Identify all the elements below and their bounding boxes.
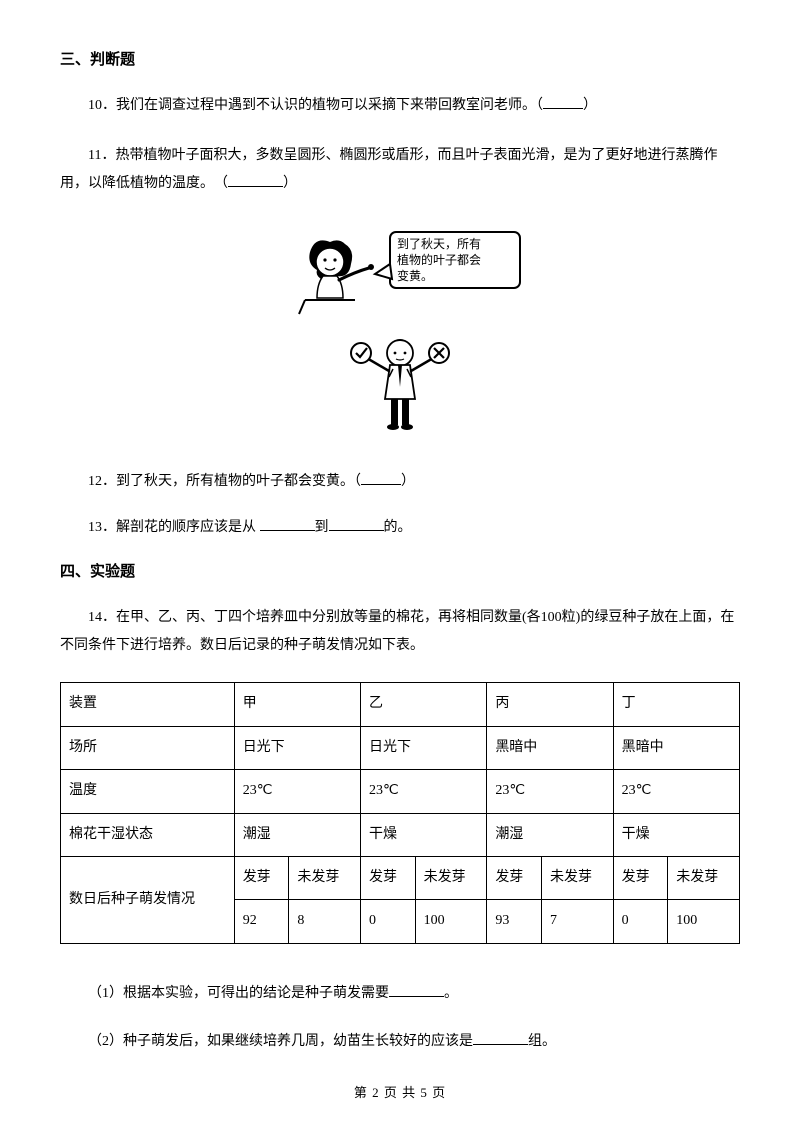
row-label-wet: 棉花干湿状态 — [61, 813, 235, 856]
sub-d2: 未发芽 — [668, 856, 740, 899]
th-b: 乙 — [361, 683, 487, 726]
page-footer: 第 2 页 共 5 页 — [0, 1083, 800, 1104]
q10-text: 10．我们在调查过程中遇到不认识的植物可以采摘下来带回教室问老师。（ — [88, 98, 543, 113]
cartoon-boy-speech-icon: 到了秋天，所有 植物的叶子都会 变黄。 — [275, 224, 525, 319]
sub-a2: 未发芽 — [289, 856, 361, 899]
th-c: 丙 — [487, 683, 613, 726]
table-row-germ-sub: 数日后种子萌发情况 发芽 未发芽 发芽 未发芽 发芽 未发芽 发芽 未发芽 — [61, 856, 740, 899]
th-a: 甲 — [234, 683, 360, 726]
row-label-germ: 数日后种子萌发情况 — [61, 856, 235, 943]
sub-b2: 未发芽 — [415, 856, 487, 899]
cell-wet-d: 干燥 — [613, 813, 739, 856]
q13-mid: 到 — [315, 520, 329, 535]
cell-temp-b: 23℃ — [361, 770, 487, 813]
table-row-wet: 棉花干湿状态 潮湿 干燥 潮湿 干燥 — [61, 813, 740, 856]
q12-suffix: ） — [401, 474, 415, 489]
th-d: 丁 — [613, 683, 739, 726]
cell-wet-c: 潮湿 — [487, 813, 613, 856]
q12-text: 12．到了秋天，所有植物的叶子都会变黄。（ — [88, 474, 361, 489]
sub-d1: 发芽 — [613, 856, 668, 899]
q14-1-suffix: 。 — [444, 986, 458, 1001]
speech-text-1: 到了秋天，所有 — [397, 237, 481, 251]
table-row-temp: 温度 23℃ 23℃ 23℃ 23℃ — [61, 770, 740, 813]
cell-place-b: 日光下 — [361, 726, 487, 769]
illustration-block: 到了秋天，所有 植物的叶子都会 变黄。 — [60, 220, 740, 454]
cell-wet-b: 干燥 — [361, 813, 487, 856]
q13-prefix: 13．解剖花的顺序应该是从 — [88, 520, 260, 535]
cell-place-d: 黑暗中 — [613, 726, 739, 769]
val-a1: 92 — [234, 900, 289, 943]
q13-blank-1[interactable] — [260, 515, 315, 531]
val-d1: 0 — [613, 900, 668, 943]
val-a2: 8 — [289, 900, 361, 943]
q11-blank[interactable] — [228, 171, 283, 187]
q11-text: 11．热带植物叶子面积大，多数呈圆形、椭圆形或盾形，而且叶子表面光滑，是为了更好… — [60, 148, 717, 191]
question-14-1: （1）根据本实验，可得出的结论是种子萌发需要 。 — [60, 980, 740, 1008]
question-11: 11．热带植物叶子面积大，多数呈圆形、椭圆形或盾形，而且叶子表面光滑，是为了更好… — [60, 142, 740, 198]
q13-suffix: 的。 — [384, 520, 412, 535]
row-label-temp: 温度 — [61, 770, 235, 813]
sub-a1: 发芽 — [234, 856, 289, 899]
table-row-header: 装置 甲 乙 丙 丁 — [61, 683, 740, 726]
question-14-intro: 14．在甲、乙、丙、丁四个培养皿中分别放等量的棉花，再将相同数量(各100粒)的… — [60, 604, 740, 660]
q14-1-blank[interactable] — [389, 981, 444, 997]
q12-blank[interactable] — [361, 469, 401, 485]
speech-text-2: 植物的叶子都会 — [397, 252, 481, 267]
val-b2: 100 — [415, 900, 487, 943]
row-label-place: 场所 — [61, 726, 235, 769]
val-c2: 7 — [541, 900, 613, 943]
cell-temp-d: 23℃ — [613, 770, 739, 813]
cell-temp-c: 23℃ — [487, 770, 613, 813]
sub-c2: 未发芽 — [541, 856, 613, 899]
q14-2-suffix: 组。 — [528, 1034, 556, 1049]
q14-2-blank[interactable] — [473, 1029, 528, 1045]
q10-suffix: ） — [583, 98, 597, 113]
val-d2: 100 — [668, 900, 740, 943]
val-b1: 0 — [361, 900, 416, 943]
question-10: 10．我们在调查过程中遇到不认识的植物可以采摘下来带回教室问老师。（ ） — [60, 92, 740, 120]
q14-1-prefix: （1）根据本实验，可得出的结论是种子萌发需要 — [88, 986, 389, 1001]
speech-text-3: 变黄。 — [397, 268, 433, 283]
question-14-2: （2）种子萌发后，如果继续培养几周，幼苗生长较好的应该是 组。 — [60, 1028, 740, 1056]
question-13: 13．解剖花的顺序应该是从 到 的。 — [60, 514, 740, 542]
section-3-title: 三、判断题 — [60, 48, 740, 72]
question-12: 12．到了秋天，所有植物的叶子都会变黄。（ ） — [60, 468, 740, 496]
table-row-place: 场所 日光下 日光下 黑暗中 黑暗中 — [61, 726, 740, 769]
cell-place-a: 日光下 — [234, 726, 360, 769]
section-4-title: 四、实验题 — [60, 560, 740, 584]
experiment-table: 装置 甲 乙 丙 丁 场所 日光下 日光下 黑暗中 黑暗中 温度 23℃ 23℃… — [60, 682, 740, 943]
cell-wet-a: 潮湿 — [234, 813, 360, 856]
val-c1: 93 — [487, 900, 542, 943]
q14-2-prefix: （2）种子萌发后，如果继续培养几周，幼苗生长较好的应该是 — [88, 1034, 473, 1049]
cell-place-c: 黑暗中 — [487, 726, 613, 769]
q11-suffix: ） — [283, 176, 297, 191]
th-device: 装置 — [61, 683, 235, 726]
cell-temp-a: 23℃ — [234, 770, 360, 813]
q13-blank-2[interactable] — [329, 515, 384, 531]
sub-b1: 发芽 — [361, 856, 416, 899]
q10-blank[interactable] — [543, 93, 583, 109]
cartoon-judge-icon — [345, 327, 455, 442]
sub-c1: 发芽 — [487, 856, 542, 899]
